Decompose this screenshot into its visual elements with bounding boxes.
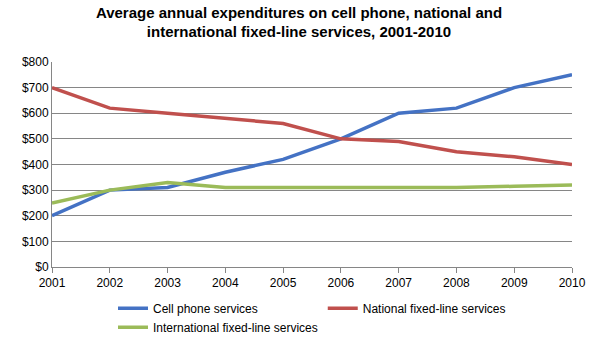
svg-text:$100: $100: [22, 235, 49, 249]
svg-text:$600: $600: [22, 106, 49, 120]
svg-text:2010: 2010: [559, 276, 586, 290]
svg-text:$0: $0: [35, 260, 49, 274]
svg-text:$500: $500: [22, 132, 49, 146]
svg-text:2007: 2007: [385, 276, 412, 290]
svg-text:$200: $200: [22, 209, 49, 223]
svg-text:2008: 2008: [443, 276, 470, 290]
svg-text:International fixed-line servi: International fixed-line services: [153, 321, 318, 335]
svg-text:2001: 2001: [39, 276, 66, 290]
svg-text:$800: $800: [22, 55, 49, 69]
svg-text:2009: 2009: [501, 276, 528, 290]
svg-text:2005: 2005: [270, 276, 297, 290]
svg-text:Cell phone services: Cell phone services: [153, 302, 258, 316]
svg-text:Average annual expenditures on: Average annual expenditures on cell phon…: [96, 4, 502, 41]
svg-text:2006: 2006: [328, 276, 355, 290]
svg-text:$400: $400: [22, 158, 49, 172]
svg-text:2003: 2003: [154, 276, 181, 290]
svg-text:2002: 2002: [96, 276, 123, 290]
svg-text:$300: $300: [22, 183, 49, 197]
svg-text:2004: 2004: [212, 276, 239, 290]
svg-text:National fixed-line services: National fixed-line services: [363, 302, 506, 316]
svg-text:$700: $700: [22, 81, 49, 95]
